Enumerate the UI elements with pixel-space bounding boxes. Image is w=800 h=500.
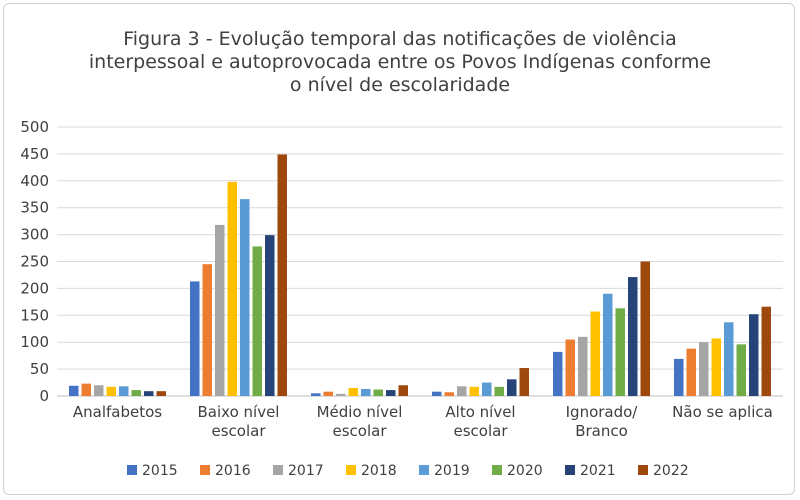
bar-2021 [628, 277, 638, 396]
y-tick-label: 150 [20, 306, 49, 324]
y-tick-label: 250 [20, 253, 49, 271]
bar-2017 [699, 342, 709, 396]
chart-frame [3, 3, 795, 495]
legend-label: 2017 [288, 463, 324, 479]
y-tick-label: 450 [20, 145, 49, 163]
legend-label: 2015 [142, 463, 178, 479]
legend-label: 2016 [215, 463, 251, 479]
x-category-label: Branco [575, 422, 628, 440]
bar-2016 [565, 339, 575, 396]
bar-2022 [156, 391, 166, 396]
bar-2017 [578, 336, 588, 396]
bar-2017 [215, 224, 225, 396]
bar-2015 [674, 358, 684, 396]
x-category-label: Não se aplica [672, 403, 773, 421]
bar-2018 [590, 311, 600, 396]
bar-2015 [553, 351, 563, 396]
bar-2018 [227, 181, 237, 396]
bar-2019 [361, 389, 371, 396]
legend-swatch [638, 465, 648, 475]
bar-2015 [190, 281, 200, 396]
bar-2018 [106, 386, 116, 396]
legend-swatch [419, 465, 429, 475]
bar-2022 [277, 154, 287, 396]
bar-2020 [494, 386, 504, 396]
bar-2020 [252, 246, 262, 396]
chart-title-line-3: o nível de escolaridade [289, 74, 511, 96]
y-tick-label: 300 [20, 226, 49, 244]
y-tick-label: 350 [20, 199, 49, 217]
x-category-label: Baixo nível [198, 403, 280, 421]
legend-swatch [127, 465, 137, 475]
legend-label: 2020 [507, 463, 543, 479]
y-tick-label: 200 [20, 279, 49, 297]
bar-2017 [94, 385, 104, 396]
bar-2016 [202, 264, 212, 396]
x-category-label: escolar [333, 422, 388, 440]
bar-2019 [724, 322, 734, 396]
bar-2017 [457, 386, 467, 396]
bar-2021 [749, 314, 759, 396]
legend-label: 2022 [653, 463, 689, 479]
y-tick-label: 400 [20, 172, 49, 190]
bar-2016 [686, 348, 696, 396]
legend-swatch [492, 465, 502, 475]
x-category-label: escolar [212, 422, 267, 440]
x-category-label: Analfabetos [73, 403, 162, 421]
bar-2022 [519, 368, 529, 396]
y-tick-label: 50 [30, 360, 49, 378]
bar-2019 [482, 382, 492, 396]
legend-swatch [273, 465, 283, 475]
bar-2019 [240, 199, 250, 396]
bar-2020 [736, 344, 746, 396]
bar-2015 [311, 393, 321, 396]
bar-2015 [69, 385, 79, 396]
bar-2018 [348, 387, 358, 396]
bar-2018 [711, 338, 721, 396]
legend-label: 2018 [361, 463, 397, 479]
bar-2022 [640, 261, 650, 396]
legend-label: 2019 [434, 463, 470, 479]
bar-2021 [144, 391, 154, 396]
bar-2020 [615, 308, 625, 396]
x-category-label: Médio nível [317, 403, 403, 421]
x-category-label: escolar [454, 422, 509, 440]
bar-2021 [386, 390, 396, 396]
bar-2016 [444, 392, 454, 396]
bar-2021 [507, 379, 517, 396]
chart-title-line-1: Figura 3 - Evolução temporal das notific… [123, 28, 677, 50]
bar-2022 [398, 385, 408, 396]
bar-2018 [469, 386, 479, 396]
legend-swatch [565, 465, 575, 475]
legend-label: 2021 [580, 463, 616, 479]
y-tick-label: 500 [20, 118, 49, 136]
bar-2016 [81, 383, 91, 396]
y-tick-label: 100 [20, 333, 49, 351]
legend-swatch [346, 465, 356, 475]
legend-swatch [200, 465, 210, 475]
y-tick-label: 0 [39, 387, 49, 405]
bar-2020 [373, 389, 383, 396]
bar-2016 [323, 391, 333, 396]
bar-2015 [432, 391, 442, 396]
bar-2022 [761, 306, 771, 396]
chart-title-line-2: interpessoal e autoprovocada entre os Po… [88, 51, 712, 73]
bar-2021 [265, 235, 275, 396]
bar-2017 [336, 393, 346, 396]
bar-2020 [131, 390, 141, 396]
x-category-label: Ignorado/ [566, 403, 639, 421]
bar-2019 [603, 293, 613, 396]
bar-2019 [119, 386, 129, 396]
x-category-label: Alto nível [445, 403, 515, 421]
chart-title: Figura 3 - Evolução temporal das notific… [60, 28, 740, 97]
